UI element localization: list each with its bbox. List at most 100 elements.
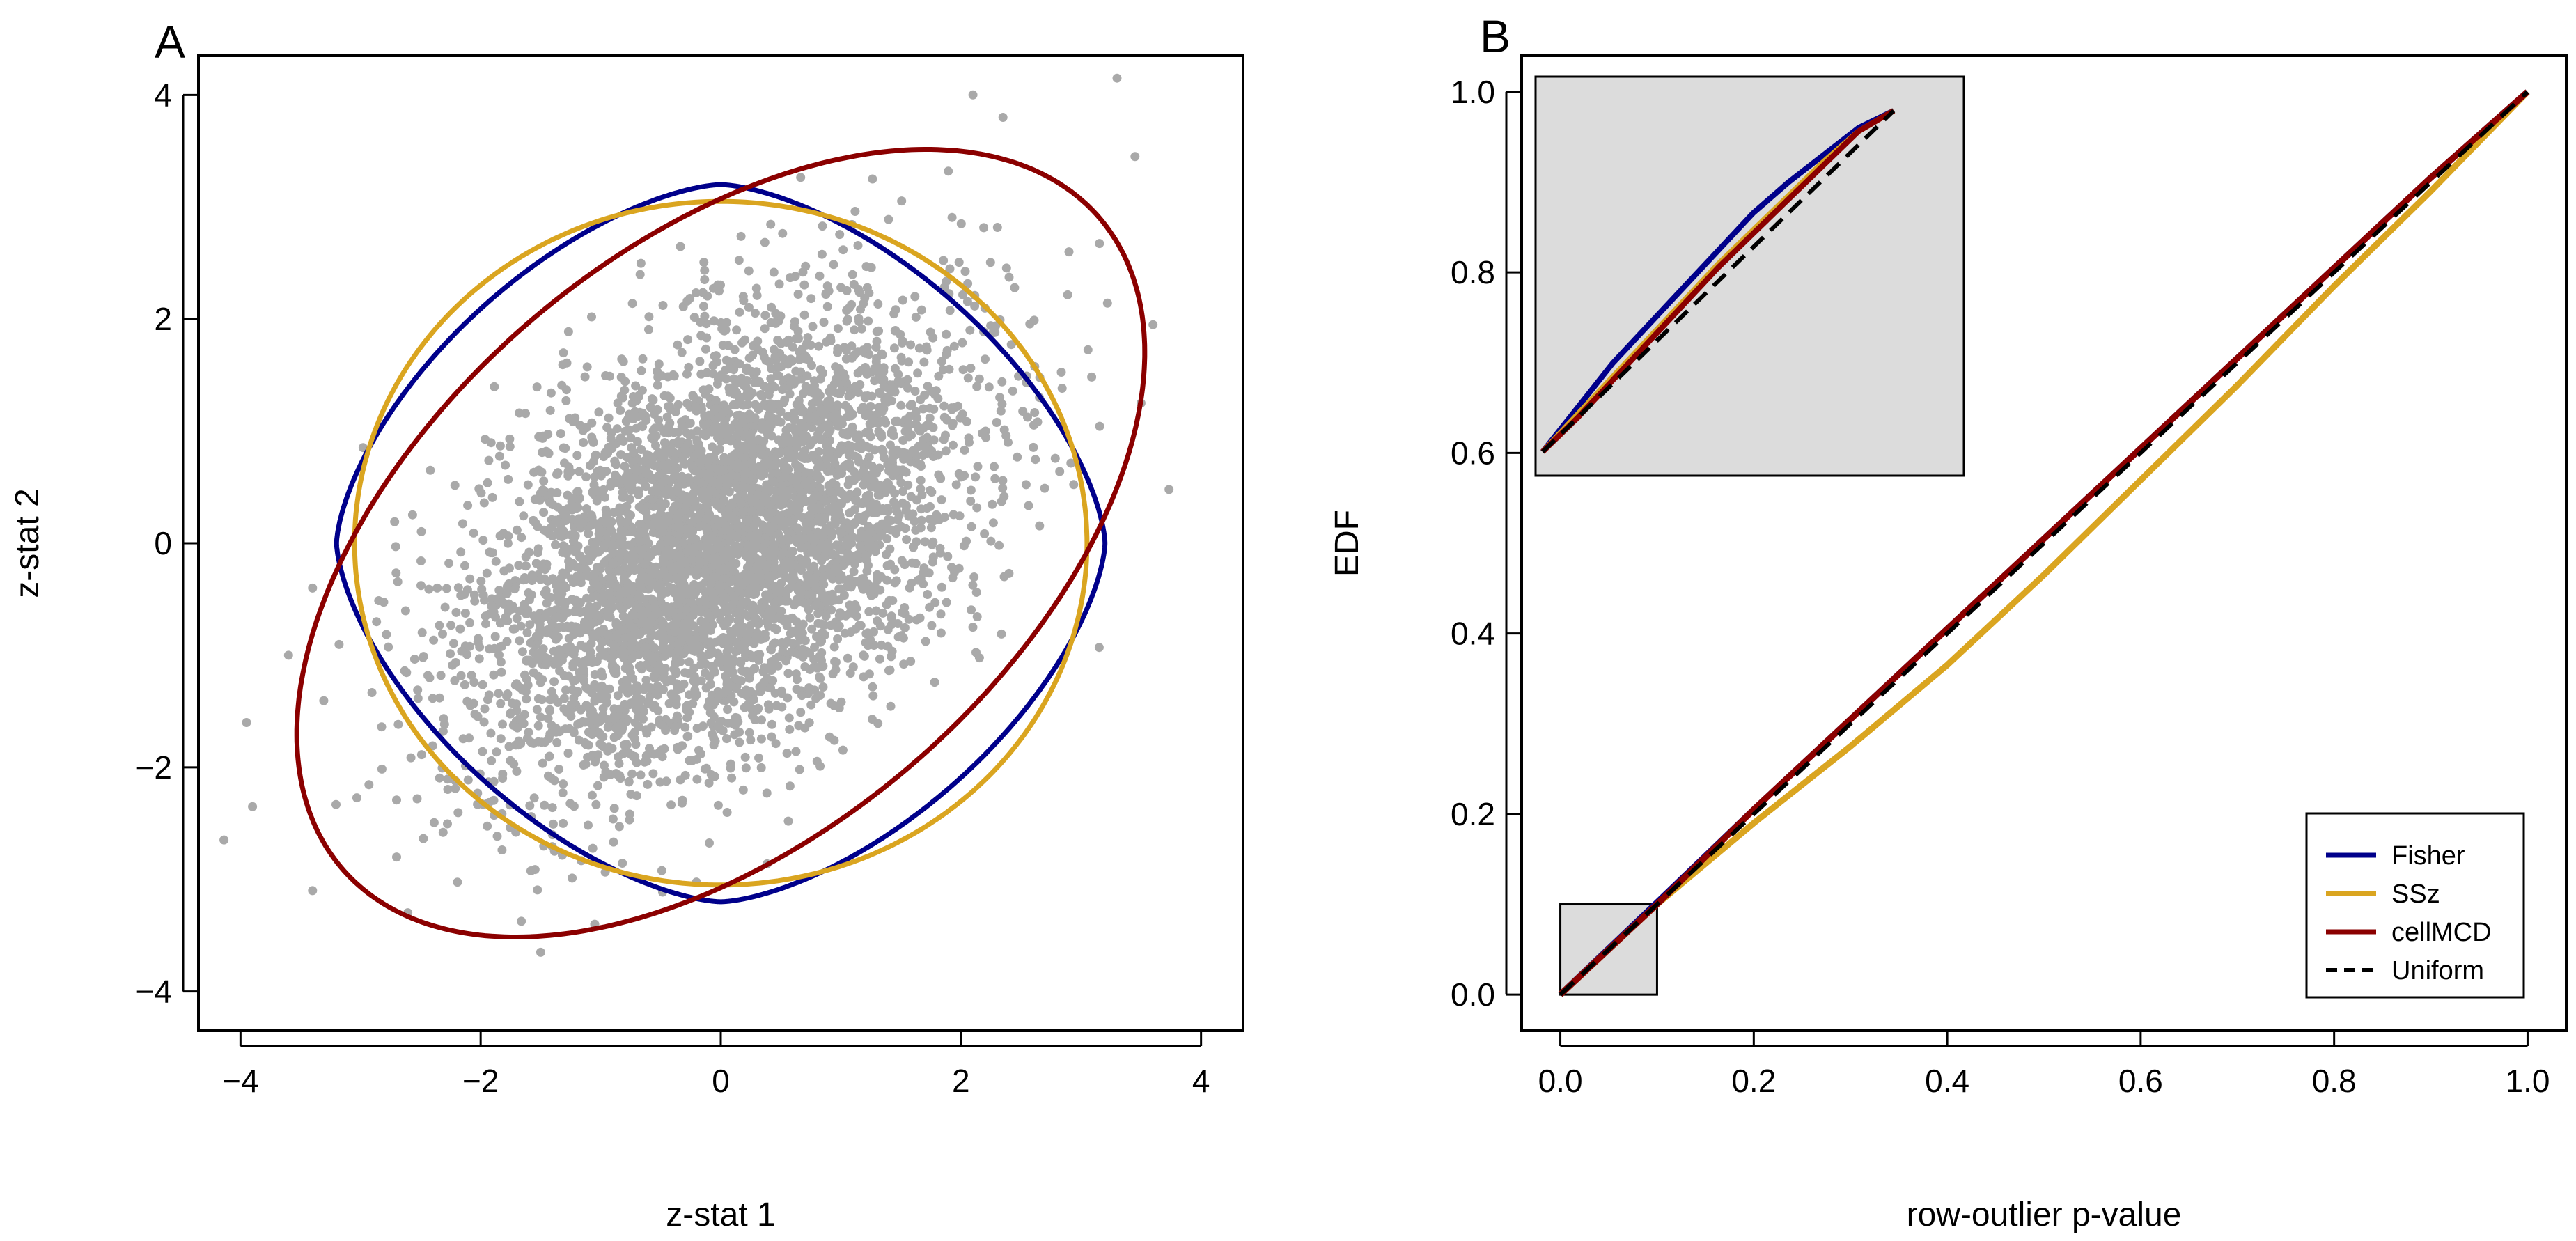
data-point (757, 715, 766, 725)
data-point (766, 219, 776, 229)
data-point (469, 528, 478, 538)
data-point (898, 295, 907, 305)
data-point (896, 478, 906, 487)
data-point (793, 523, 802, 533)
data-point (809, 655, 819, 664)
data-point (521, 561, 531, 571)
data-point (498, 774, 508, 783)
data-point (498, 719, 507, 729)
data-point (658, 618, 668, 627)
data-point (710, 697, 720, 707)
data-point (926, 523, 936, 533)
data-point (783, 669, 793, 678)
data-point (623, 425, 633, 435)
data-point (861, 629, 871, 639)
data-point (767, 719, 776, 729)
data-point (392, 795, 401, 805)
data-point (561, 724, 570, 734)
data-point (869, 469, 879, 478)
data-point (549, 776, 559, 786)
data-point (886, 701, 896, 711)
data-point (712, 536, 722, 546)
data-point (533, 649, 542, 659)
data-point (843, 554, 853, 563)
data-point (632, 437, 642, 446)
data-point (625, 809, 634, 819)
data-point (947, 405, 957, 414)
data-point (648, 487, 657, 496)
data-point (453, 808, 463, 818)
data-point (523, 680, 533, 690)
data-point (788, 639, 798, 648)
data-point (893, 632, 903, 642)
data-point (813, 609, 823, 618)
data-point (1031, 455, 1040, 465)
data-point (551, 540, 560, 549)
data-point (829, 260, 838, 270)
data-point (825, 732, 834, 742)
data-point (402, 668, 412, 678)
data-point (710, 478, 719, 488)
data-point (784, 713, 794, 723)
data-point (941, 446, 951, 456)
data-point (916, 476, 926, 485)
data-point (552, 737, 562, 747)
data-point (492, 832, 502, 841)
data-point (494, 451, 504, 461)
data-point (842, 286, 852, 295)
data-point (634, 490, 643, 499)
data-point (674, 597, 683, 606)
data-point (781, 572, 790, 582)
data-point (694, 745, 703, 755)
data-point (611, 620, 621, 630)
data-point (476, 488, 486, 498)
data-point (840, 628, 850, 638)
data-point (856, 304, 865, 314)
data-point (898, 465, 907, 475)
data-point (992, 418, 1001, 427)
data-point (595, 731, 605, 740)
data-point (604, 413, 614, 423)
data-point (1057, 384, 1067, 393)
data-point (809, 412, 819, 422)
data-point (815, 474, 825, 483)
data-point (901, 506, 911, 515)
data-point (590, 542, 600, 552)
data-point (537, 695, 547, 705)
data-point (885, 440, 895, 450)
data-point (520, 600, 529, 609)
data-point (572, 572, 582, 582)
data-point (533, 885, 542, 895)
data-point (827, 383, 836, 393)
data-point (565, 467, 575, 476)
data-point (1164, 485, 1174, 494)
data-point (710, 514, 720, 524)
data-point (636, 770, 646, 780)
data-point (767, 732, 776, 742)
data-point (737, 338, 747, 348)
data-point (966, 364, 976, 373)
data-point (742, 575, 752, 584)
data-point (781, 467, 791, 476)
data-point (708, 620, 717, 630)
data-point (588, 437, 598, 447)
data-point (642, 450, 652, 460)
data-point (485, 547, 494, 557)
data-point (802, 581, 811, 591)
data-point (614, 759, 624, 768)
data-point (879, 453, 889, 462)
data-point (583, 752, 593, 762)
data-point (627, 769, 637, 779)
data-point (648, 769, 658, 779)
data-point (483, 821, 492, 831)
data-point (799, 280, 809, 290)
data-point (962, 297, 972, 306)
data-point (882, 600, 891, 609)
data-point (692, 288, 701, 297)
data-point (810, 575, 820, 584)
data-point (673, 482, 683, 492)
data-point (796, 487, 805, 497)
data-point (616, 391, 626, 401)
data-point (836, 387, 846, 396)
data-point (907, 578, 916, 588)
